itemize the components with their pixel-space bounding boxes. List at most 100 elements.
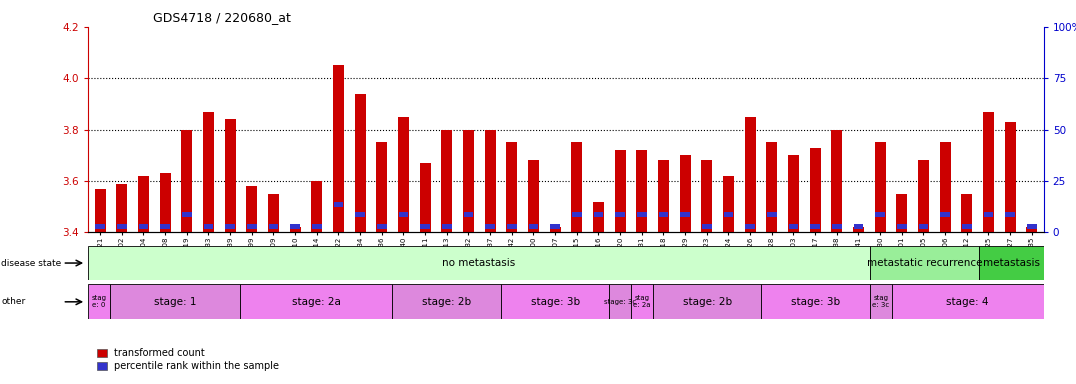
Bar [398, 117, 409, 232]
Bar [766, 142, 777, 232]
Text: no metastasis: no metastasis [442, 258, 515, 268]
Bar [485, 224, 495, 229]
Bar [983, 212, 993, 217]
Bar [528, 161, 539, 232]
Bar [832, 224, 841, 229]
Bar [95, 189, 105, 232]
Text: GDS4718 / 220680_at: GDS4718 / 220680_at [153, 12, 291, 25]
Bar [723, 212, 734, 217]
Bar [571, 142, 582, 232]
Bar [702, 161, 712, 232]
Bar [853, 227, 864, 232]
Bar [88, 246, 870, 280]
Text: stage: 2a: stage: 2a [292, 297, 341, 307]
Text: stag
e: 2a: stag e: 2a [634, 295, 651, 308]
Bar [246, 224, 257, 229]
Text: stage: 2b: stage: 2b [422, 297, 471, 307]
Bar [680, 212, 690, 217]
Bar [702, 224, 711, 229]
Bar [88, 284, 110, 319]
Bar [745, 117, 755, 232]
Bar [312, 224, 322, 229]
Bar [940, 212, 950, 217]
Bar [203, 112, 214, 232]
Text: stage: 3b: stage: 3b [791, 297, 840, 307]
Text: metastatic recurrence: metastatic recurrence [866, 258, 982, 268]
Bar [393, 284, 500, 319]
Bar [159, 173, 171, 232]
Text: stage: 1: stage: 1 [154, 297, 196, 307]
Bar [1005, 122, 1016, 232]
Bar [311, 181, 322, 232]
Bar [962, 224, 972, 229]
Bar [268, 194, 279, 232]
Bar [615, 212, 625, 217]
Bar [896, 194, 907, 232]
Text: stag
e: 3c: stag e: 3c [873, 295, 890, 308]
Bar [788, 155, 798, 232]
Bar [421, 224, 430, 229]
Legend: transformed count, percentile rank within the sample: transformed count, percentile rank withi… [94, 344, 283, 375]
Bar [767, 212, 777, 217]
Bar [528, 224, 538, 229]
Bar [182, 212, 192, 217]
Bar [442, 224, 452, 229]
Bar [897, 224, 907, 229]
Bar [110, 284, 240, 319]
Bar [507, 142, 518, 232]
Text: other: other [1, 297, 26, 306]
Bar [572, 212, 582, 217]
Bar [1005, 212, 1015, 217]
Bar [870, 284, 892, 319]
Bar [762, 284, 870, 319]
Bar [870, 246, 978, 280]
Bar [334, 65, 344, 232]
Bar [203, 224, 213, 229]
Bar [875, 142, 886, 232]
Bar [609, 284, 632, 319]
Bar [723, 176, 734, 232]
Bar [961, 194, 973, 232]
Bar [398, 212, 409, 217]
Bar [637, 212, 647, 217]
Bar [789, 224, 798, 229]
Bar [117, 224, 127, 229]
Bar [507, 224, 516, 229]
Bar [116, 184, 127, 232]
Bar [550, 224, 560, 229]
Bar [746, 224, 755, 229]
Bar [355, 212, 365, 217]
Bar [632, 284, 653, 319]
Text: disease state: disease state [1, 258, 61, 268]
Bar [1027, 224, 1036, 229]
Bar [978, 246, 1044, 280]
Bar [246, 186, 257, 232]
Bar [182, 130, 193, 232]
Bar [853, 224, 863, 229]
Bar [892, 284, 1044, 319]
Bar [420, 163, 430, 232]
Bar [810, 147, 821, 232]
Bar [550, 227, 561, 232]
Bar [225, 224, 235, 229]
Bar [1027, 227, 1037, 232]
Text: metastasis: metastasis [982, 258, 1039, 268]
Bar [594, 212, 604, 217]
Bar [334, 202, 343, 207]
Bar [355, 94, 366, 232]
Bar [377, 142, 387, 232]
Bar [983, 112, 994, 232]
Bar [225, 119, 236, 232]
Bar [653, 284, 762, 319]
Bar [919, 224, 929, 229]
Bar [240, 284, 393, 319]
Text: stag
e: 0: stag e: 0 [91, 295, 107, 308]
Bar [291, 224, 300, 229]
Bar [500, 284, 609, 319]
Bar [875, 212, 886, 217]
Bar [269, 224, 279, 229]
Bar [810, 224, 820, 229]
Text: stage: 3c: stage: 3c [604, 299, 636, 305]
Text: stage: 4: stage: 4 [947, 297, 989, 307]
Bar [139, 224, 148, 229]
